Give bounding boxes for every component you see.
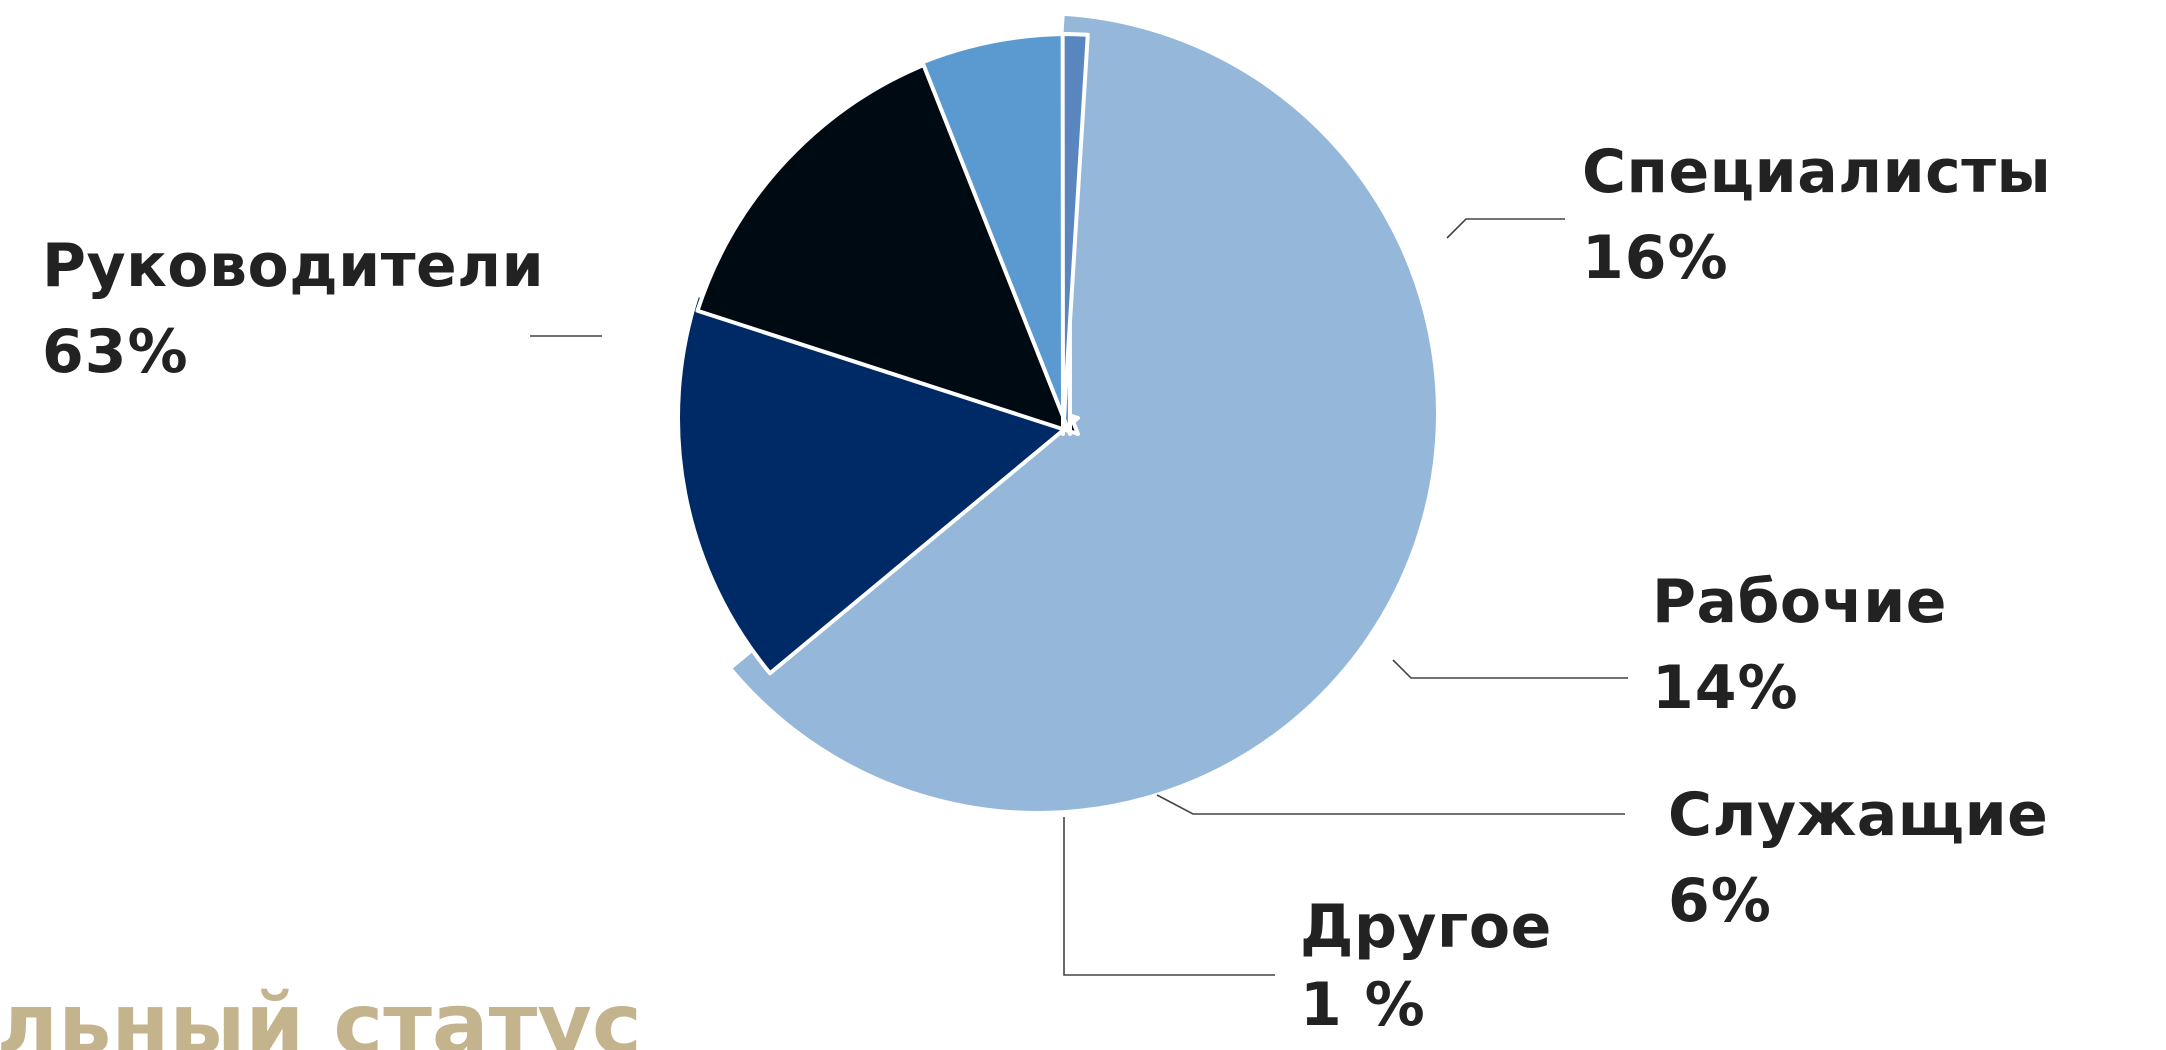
category-label: Служащие bbox=[1668, 780, 2049, 850]
category-label: Специалисты bbox=[1582, 137, 2052, 207]
label-rukovoditeli: Руководители 63% bbox=[42, 236, 544, 382]
section-title: альный статус bbox=[0, 975, 642, 1050]
label-spetsialisty: Специалисты 16% bbox=[1582, 142, 2051, 288]
label-drugoe: Другое 1 % bbox=[1300, 897, 1552, 1035]
leader-line-sluzhashchie bbox=[1156, 794, 1625, 815]
category-label: Другое bbox=[1300, 892, 1552, 962]
category-label: Руководители bbox=[42, 231, 545, 301]
category-label: Рабочие bbox=[1652, 567, 1948, 637]
leader-line-rabochie bbox=[1392, 659, 1628, 679]
value-label: 63% bbox=[42, 317, 189, 387]
pie-slice-rabochie bbox=[695, 60, 1080, 436]
value-label: 14% bbox=[1652, 653, 1799, 723]
pie-slice-drugoe bbox=[1060, 31, 1090, 436]
leader-line-spetsialisty bbox=[1446, 218, 1565, 239]
pie-slice-rukovoditeli bbox=[728, 11, 1440, 815]
value-label: 6% bbox=[1668, 866, 1772, 936]
leader-line-drugoe bbox=[1063, 817, 1275, 976]
label-sluzhashchie: Служащие 6% bbox=[1668, 785, 2048, 931]
value-label: 16% bbox=[1582, 223, 1729, 293]
label-rabochie: Рабочие 14% bbox=[1652, 572, 1947, 718]
value-label: 1 % bbox=[1300, 970, 1426, 1040]
